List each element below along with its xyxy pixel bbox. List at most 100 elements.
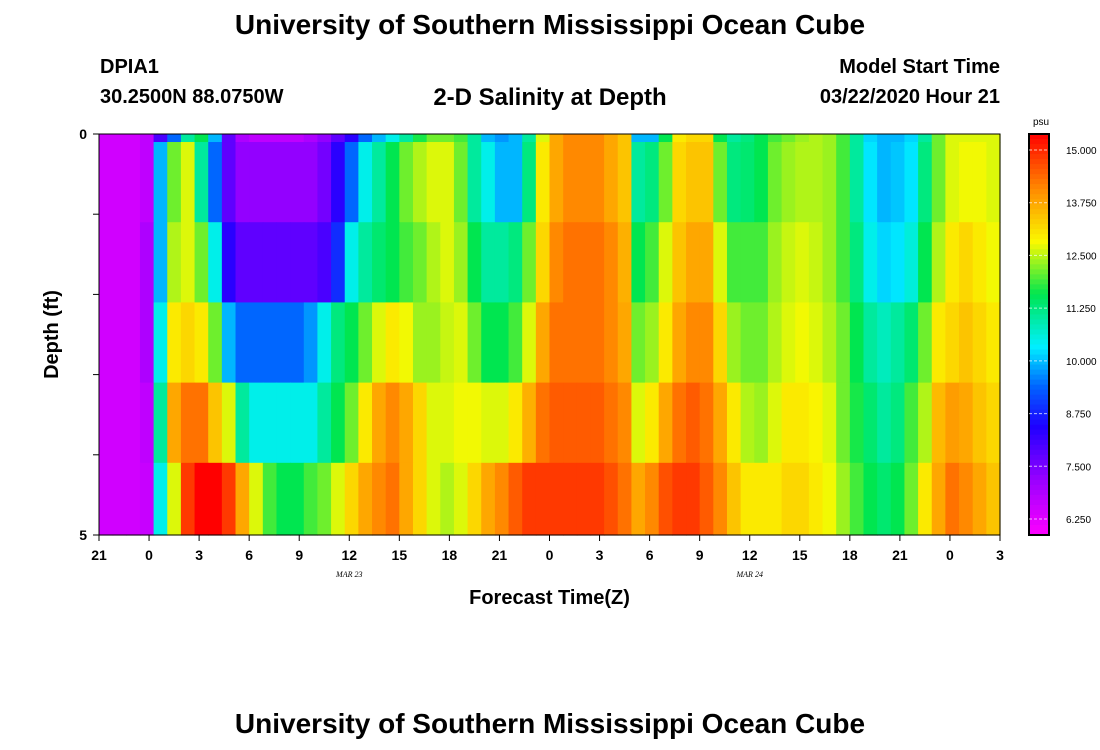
heatmap-cell bbox=[986, 462, 1001, 536]
heatmap-cell bbox=[849, 142, 865, 223]
heatmap-cell bbox=[986, 382, 1001, 464]
heatmap-cell bbox=[290, 222, 305, 304]
heatmap-cell bbox=[877, 222, 892, 304]
colorbar-segment bbox=[1029, 189, 1049, 195]
x-tick-label: 6 bbox=[646, 547, 654, 563]
x-tick-label: 3 bbox=[996, 547, 1004, 563]
heatmap-cell bbox=[563, 134, 578, 143]
heatmap-cell bbox=[904, 142, 919, 223]
heatmap-cell bbox=[331, 382, 346, 464]
heatmap-cell bbox=[808, 302, 824, 384]
heatmap-cell bbox=[576, 222, 592, 304]
colorbar-segment bbox=[1029, 199, 1049, 205]
heatmap-cell bbox=[740, 462, 755, 536]
colorbar-segment bbox=[1029, 514, 1049, 521]
heatmap-cell bbox=[740, 142, 755, 223]
heatmap-cell bbox=[781, 142, 796, 223]
heatmap-cell bbox=[426, 222, 441, 304]
heatmap-cell bbox=[590, 142, 605, 223]
heatmap-cell bbox=[167, 142, 182, 223]
heatmap-cell bbox=[358, 134, 373, 143]
heatmap-cell bbox=[249, 222, 264, 304]
heatmap-cell bbox=[426, 302, 441, 384]
colorbar-segment bbox=[1029, 364, 1049, 371]
heatmap-cell bbox=[153, 222, 168, 304]
heatmap-cell bbox=[153, 142, 168, 223]
heatmap-cell bbox=[767, 222, 783, 304]
heatmap-cell bbox=[139, 222, 155, 304]
heatmap-cell bbox=[331, 134, 346, 143]
heatmap-cell bbox=[563, 462, 578, 536]
heatmap-cell bbox=[481, 302, 496, 384]
heatmap-cell bbox=[412, 382, 428, 464]
heatmap-cell bbox=[522, 302, 537, 384]
heatmap-cell bbox=[276, 462, 291, 536]
heatmap-cell bbox=[822, 142, 837, 223]
heatmap-cell bbox=[713, 382, 728, 464]
heatmap-cell bbox=[99, 302, 114, 384]
heatmap-cell bbox=[563, 382, 578, 464]
heatmap-cell bbox=[372, 134, 387, 143]
heatmap-cell bbox=[849, 222, 865, 304]
heatmap-cell bbox=[208, 382, 223, 464]
x-tick-label: 9 bbox=[696, 547, 704, 563]
heatmap-cell bbox=[590, 134, 605, 143]
heatmap-cell bbox=[576, 462, 592, 536]
colorbar-segment bbox=[1029, 164, 1049, 170]
colorbar-segment bbox=[1029, 224, 1049, 230]
heatmap-cell bbox=[399, 302, 414, 384]
heatmap-cell bbox=[317, 222, 332, 304]
heatmap-cell bbox=[412, 302, 428, 384]
heatmap-cell bbox=[180, 382, 196, 464]
colorbar-segment bbox=[1029, 139, 1049, 145]
heatmap-cell bbox=[358, 142, 373, 223]
colorbar-tick-label: 15.000 bbox=[1066, 146, 1097, 157]
heatmap-cell bbox=[904, 462, 919, 536]
heatmap-cell bbox=[262, 134, 278, 143]
heatmap-cell bbox=[535, 222, 551, 304]
heatmap-cell bbox=[153, 462, 168, 536]
heatmap-cell bbox=[836, 302, 851, 384]
heatmap-cell bbox=[426, 382, 441, 464]
heatmap-cell bbox=[317, 302, 332, 384]
heatmap-cell bbox=[494, 382, 510, 464]
colorbar-segment bbox=[1029, 494, 1049, 501]
x-tick-label: 18 bbox=[442, 547, 458, 563]
heatmap-cell bbox=[713, 134, 728, 143]
heatmap-cell bbox=[385, 142, 400, 223]
colorbar-segment bbox=[1029, 524, 1049, 531]
heatmap-cell bbox=[822, 222, 837, 304]
colorbar-segment bbox=[1029, 169, 1049, 175]
heatmap-cell bbox=[740, 382, 755, 464]
heatmap-cell bbox=[481, 142, 496, 223]
heatmap-cell bbox=[440, 382, 455, 464]
heatmap-cell bbox=[167, 134, 182, 143]
heatmap-cell bbox=[836, 142, 851, 223]
heatmap-cell bbox=[645, 302, 660, 384]
colorbar-segment bbox=[1029, 299, 1049, 306]
colorbar-segment bbox=[1029, 184, 1049, 190]
heatmap-cell bbox=[235, 302, 250, 384]
colorbar-segment bbox=[1029, 334, 1049, 341]
colorbar-segment bbox=[1029, 449, 1049, 456]
heatmap-cell bbox=[535, 142, 551, 223]
heatmap-cell bbox=[344, 462, 359, 536]
colorbar-segment bbox=[1029, 389, 1049, 396]
colorbar-frame bbox=[1028, 133, 1050, 536]
colorbar-segment bbox=[1029, 384, 1049, 391]
heatmap-cell bbox=[931, 302, 946, 384]
heatmap-cell bbox=[699, 302, 714, 384]
heatmap-cell bbox=[180, 302, 196, 384]
heatmap-cell bbox=[262, 142, 278, 223]
heatmap-cell bbox=[235, 134, 250, 143]
heatmap-cell bbox=[139, 462, 155, 536]
colorbar-segment bbox=[1029, 219, 1049, 225]
heatmap-cell bbox=[508, 222, 523, 304]
colorbar-segment bbox=[1029, 149, 1049, 155]
heatmap-cell bbox=[399, 134, 414, 143]
heatmap-cell bbox=[563, 142, 578, 223]
heatmap-cell bbox=[139, 142, 155, 223]
heatmap-cell bbox=[303, 462, 319, 536]
heatmap-cell bbox=[221, 142, 237, 223]
heatmap-cell bbox=[126, 382, 141, 464]
